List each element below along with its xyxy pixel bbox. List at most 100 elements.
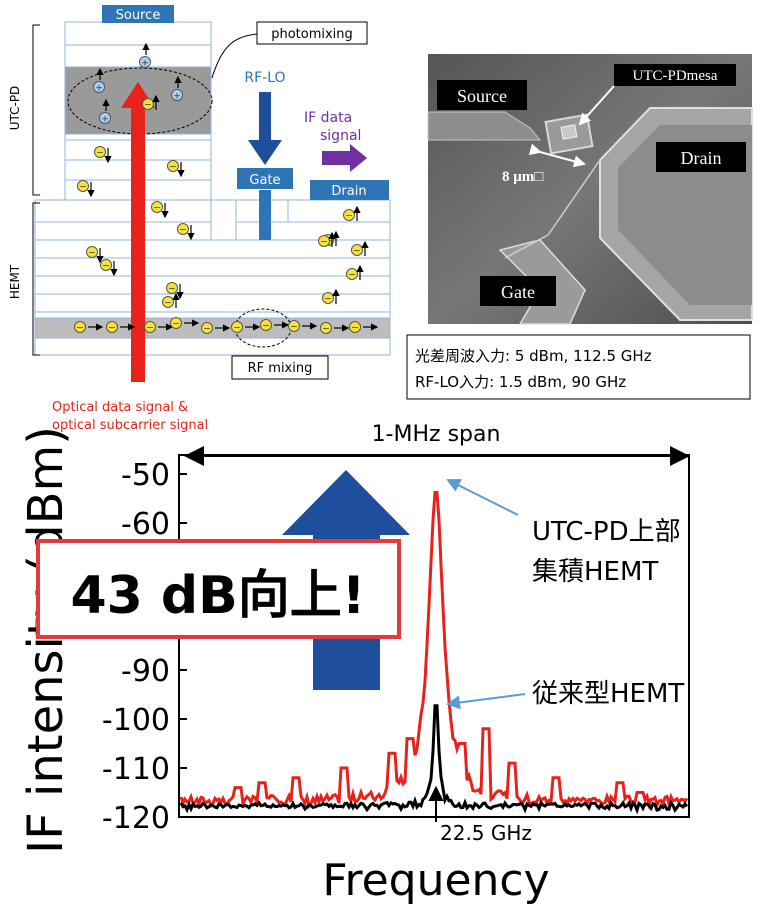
- electron-sign: −: [320, 238, 328, 248]
- electron-sign: −: [144, 101, 152, 111]
- channel-electron-sign: −: [108, 324, 116, 334]
- utcpd-label: UTC-PD: [8, 86, 22, 131]
- electron-sign: −: [348, 271, 356, 281]
- hemt-label: HEMT: [8, 264, 22, 299]
- electron-sign: −: [353, 247, 361, 257]
- electron-sign: −: [88, 249, 96, 259]
- if-arrow: [322, 144, 367, 172]
- x-axis-label: Frequency: [322, 855, 549, 906]
- if-label-line2: signal: [320, 128, 361, 144]
- electron: [167, 160, 179, 172]
- channel-electron-sign: −: [146, 324, 154, 334]
- channel-electron: [106, 321, 118, 333]
- optical-label-line1: Optical data signal &: [52, 400, 188, 415]
- sem-drain-tag: [656, 142, 746, 172]
- gate-stem: [259, 190, 271, 240]
- electron: [100, 259, 112, 271]
- span-label: 1-MHz span: [372, 422, 501, 447]
- hole-sign: +: [141, 59, 149, 69]
- conv-callout-leader: [446, 693, 526, 710]
- utc-label-line1: UTC-PD上部: [532, 517, 681, 547]
- center-frequency-label: 22.5 GHz: [440, 821, 532, 845]
- hole-sign: +: [95, 84, 103, 94]
- conditions-box: 光差周波入力: 5 dBm, 112.5 GHz RF-LO入力: 1.5 dB…: [406, 334, 751, 400]
- center-marker: [428, 785, 444, 822]
- y-tick-label: -100: [102, 703, 170, 738]
- electron-sign: −: [164, 299, 172, 309]
- y-ticks: -50-60-70-80-90-100-110-120: [102, 458, 187, 836]
- electron-sign: −: [79, 183, 87, 193]
- conv-label: 従来型HEMT: [532, 679, 684, 709]
- electron: [343, 209, 355, 221]
- utcpd-bracket: [32, 24, 40, 196]
- rflo-label: RF-LO: [244, 70, 285, 86]
- device-schematic: Source Gate Drain UTC-PD HEMT photomixin…: [8, 5, 391, 433]
- channel-electron: [320, 322, 332, 334]
- electron: [151, 201, 163, 213]
- sem-gate-label: Gate: [501, 282, 535, 302]
- sem-drain-label: Drain: [681, 148, 722, 168]
- y-tick-label: -50: [121, 458, 170, 493]
- hole-sign: +: [101, 115, 109, 125]
- y-tick-label: -60: [121, 507, 170, 542]
- hole: [93, 81, 105, 93]
- utc-callout-leader: [446, 479, 519, 516]
- channel-electron-sign: −: [262, 322, 270, 332]
- optical-label-line2: optical subcarrier signal: [52, 418, 208, 433]
- gate-recess-left: [210, 199, 237, 241]
- drain-cap: [287, 199, 391, 223]
- y-tick-label: -120: [102, 801, 170, 836]
- y-axis-label: IF intensity (dBm): [18, 426, 74, 854]
- conditions-line1: 光差周波入力: 5 dBm, 112.5 GHz: [415, 347, 652, 365]
- sem-image: Source Drain Gate UTC-PDmesa 8 μm□: [427, 54, 753, 325]
- improvement-box: [36, 539, 401, 639]
- y-tick-label: -90: [121, 654, 170, 689]
- channel-electron-sign: −: [172, 320, 180, 330]
- if-label-line1: IF data: [304, 110, 352, 126]
- series-utcpd-hemt: [179, 491, 689, 810]
- electron: [177, 223, 189, 235]
- channel-electron-sign: −: [290, 323, 298, 333]
- sem-scale-arrow: [528, 143, 586, 168]
- electron-sign: −: [324, 295, 332, 305]
- channel-electron: [170, 317, 182, 329]
- rflo-arrow: [248, 92, 282, 165]
- electron-sign: −: [168, 285, 176, 295]
- electron: [322, 292, 334, 304]
- channel-electron: [288, 320, 300, 332]
- channel-electron: [144, 321, 156, 333]
- utc-label-line2: 集積HEMT: [532, 557, 658, 587]
- gate-pad: [237, 168, 293, 189]
- rf-mixing-label: RF mixing: [248, 361, 313, 376]
- channel-electron-sign: −: [203, 325, 211, 335]
- hole: [139, 56, 151, 68]
- channel-electron-sign: −: [351, 324, 359, 334]
- sem-mesa-pointer: [578, 85, 615, 126]
- electron-sign: −: [153, 204, 161, 214]
- sem-source-tag: [437, 80, 527, 110]
- rf-mixing-box: [231, 355, 329, 380]
- channel-electron: [349, 321, 361, 333]
- electron: [77, 180, 89, 192]
- electron: [346, 268, 358, 280]
- sem-gate-tag: [480, 276, 556, 306]
- sem-mesa-label: UTC-PDmesa: [633, 68, 718, 84]
- electron: [351, 244, 363, 256]
- channel-electron-sign: −: [76, 324, 84, 334]
- hole-sign: +: [173, 92, 181, 102]
- channel-electron: [260, 319, 272, 331]
- photomixing-label: photomixing: [271, 27, 353, 42]
- electron-sign: −: [345, 212, 353, 222]
- gate-pad-label: Gate: [249, 173, 280, 188]
- drain-pad: [310, 180, 389, 200]
- channel-electron: [231, 321, 243, 333]
- electron-sign: −: [96, 149, 104, 159]
- y-tick-label: -110: [102, 752, 170, 787]
- electron-sign: −: [169, 163, 177, 173]
- electron: [162, 296, 174, 308]
- electron: [94, 146, 106, 158]
- improvement-label: 43 dB向上!: [70, 566, 365, 626]
- electron: [166, 282, 178, 294]
- spectrum-chart: 1-MHz span -50-60-70-80-90-100-110-120 I…: [18, 422, 690, 906]
